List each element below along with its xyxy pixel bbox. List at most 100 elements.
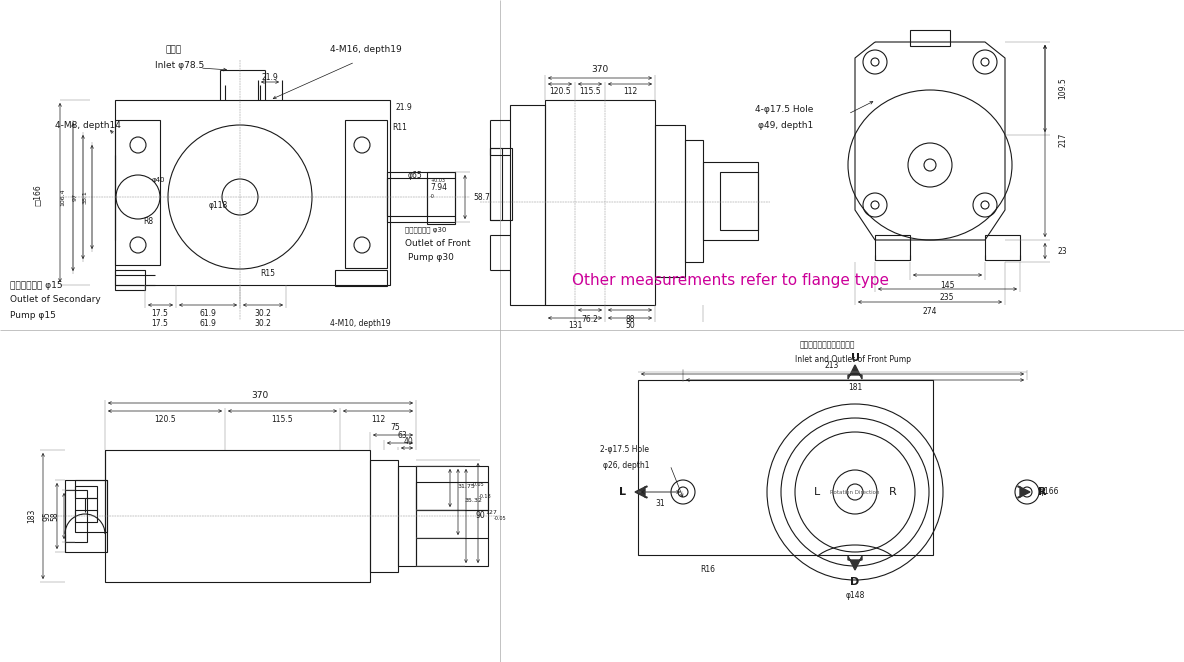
Text: 2-φ17.5 Hole: 2-φ17.5 Hole <box>600 446 649 455</box>
Bar <box>65 490 86 542</box>
Text: 30.2: 30.2 <box>255 308 271 318</box>
Text: φ148: φ148 <box>845 591 864 600</box>
Text: □166: □166 <box>33 184 43 206</box>
Bar <box>703 162 758 240</box>
Text: U: U <box>850 353 860 363</box>
Text: Other measurements refer to flange type: Other measurements refer to flange type <box>572 273 888 287</box>
Text: R: R <box>1037 487 1047 497</box>
Bar <box>510 105 545 305</box>
Bar <box>720 172 758 230</box>
Text: 115.5: 115.5 <box>271 414 292 424</box>
Text: D: D <box>850 577 860 587</box>
Text: φ26, depth1: φ26, depth1 <box>603 461 650 469</box>
Text: 109.5: 109.5 <box>1058 77 1067 99</box>
Text: R16: R16 <box>700 565 715 575</box>
Text: φ65: φ65 <box>408 171 423 179</box>
Text: 30.2: 30.2 <box>255 318 271 328</box>
FancyArrow shape <box>848 556 862 570</box>
Bar <box>387 172 455 222</box>
Text: Pump φ15: Pump φ15 <box>9 310 56 320</box>
Text: 115.5: 115.5 <box>579 87 600 97</box>
Text: 181: 181 <box>848 383 862 391</box>
Bar <box>875 235 910 260</box>
Text: 217: 217 <box>1058 133 1067 147</box>
Text: 23: 23 <box>1058 246 1068 256</box>
Bar <box>398 466 416 566</box>
Text: 61.9: 61.9 <box>200 318 217 328</box>
Text: 21.9: 21.9 <box>262 73 278 81</box>
Text: 7.94: 7.94 <box>430 183 448 193</box>
Bar <box>686 140 703 262</box>
Bar <box>490 148 502 220</box>
Bar <box>655 125 686 277</box>
Bar <box>115 270 144 290</box>
Bar <box>369 460 398 572</box>
Text: Inlet φ78.5: Inlet φ78.5 <box>155 60 205 70</box>
Bar <box>335 270 387 286</box>
Text: 17.5: 17.5 <box>152 308 168 318</box>
Text: R11: R11 <box>392 124 407 132</box>
Text: 前泵浦入油口和出油口方向: 前泵浦入油口和出油口方向 <box>800 340 856 350</box>
Text: 75: 75 <box>390 424 400 432</box>
Text: 183: 183 <box>27 509 37 523</box>
Text: 21.9: 21.9 <box>395 103 412 113</box>
Text: 112: 112 <box>623 87 637 97</box>
Text: 58.7: 58.7 <box>472 193 490 201</box>
Bar <box>345 120 387 268</box>
FancyArrow shape <box>1018 486 1030 498</box>
Text: 120.5: 120.5 <box>549 87 571 97</box>
Text: R8: R8 <box>143 218 153 226</box>
Bar <box>65 480 107 552</box>
Text: 61.9: 61.9 <box>200 308 217 318</box>
FancyArrow shape <box>635 486 646 498</box>
Text: -0: -0 <box>430 193 435 199</box>
Text: 58: 58 <box>51 511 59 521</box>
Text: 4-M16, depth19: 4-M16, depth19 <box>330 46 401 54</box>
Bar <box>115 120 160 265</box>
Bar <box>490 148 511 220</box>
Text: R: R <box>889 487 896 497</box>
Text: 50: 50 <box>625 322 635 330</box>
Text: 4-M8, depth14: 4-M8, depth14 <box>54 120 121 130</box>
Text: 40: 40 <box>404 436 414 446</box>
Text: φ166: φ166 <box>1040 487 1060 496</box>
Text: φ118: φ118 <box>208 201 227 209</box>
Text: -0.18: -0.18 <box>480 495 491 500</box>
Text: 127: 127 <box>485 510 497 514</box>
Text: 31: 31 <box>655 498 664 508</box>
Bar <box>115 100 390 285</box>
Text: 370: 370 <box>251 391 269 399</box>
Text: 38.1: 38.1 <box>83 190 88 204</box>
Text: R15: R15 <box>260 269 276 277</box>
Text: Pump φ30: Pump φ30 <box>408 254 453 263</box>
Text: -0.05: -0.05 <box>472 481 484 487</box>
Bar <box>985 235 1019 260</box>
Text: Outlet of Secondary: Outlet of Secondary <box>9 295 101 305</box>
Text: 370: 370 <box>591 66 609 75</box>
Bar <box>75 486 97 498</box>
Bar <box>545 100 655 305</box>
Bar <box>387 178 427 216</box>
Bar <box>427 172 455 224</box>
Bar <box>638 380 933 555</box>
Text: 4-φ17.5 Hole: 4-φ17.5 Hole <box>755 105 813 115</box>
Text: φ49, depth1: φ49, depth1 <box>758 120 813 130</box>
Text: 前泵浦出油口 φ30: 前泵浦出油口 φ30 <box>405 226 446 233</box>
Text: Inlet and Outlet of Front Pump: Inlet and Outlet of Front Pump <box>794 355 910 365</box>
Text: 274: 274 <box>922 307 938 316</box>
Text: 4-M10, depth19: 4-M10, depth19 <box>330 318 391 328</box>
Text: 76.2: 76.2 <box>581 316 598 324</box>
Text: 17.5: 17.5 <box>152 318 168 328</box>
Text: 145: 145 <box>940 281 954 289</box>
Text: 63: 63 <box>397 432 407 440</box>
Text: 120.5: 120.5 <box>154 414 175 424</box>
Bar <box>75 510 97 522</box>
Text: 後泵浦出油口 φ15: 後泵浦出油口 φ15 <box>9 281 63 289</box>
Bar <box>416 466 488 566</box>
Text: 88: 88 <box>625 316 635 324</box>
Text: 95: 95 <box>43 511 51 521</box>
Text: φ40: φ40 <box>152 177 165 183</box>
FancyArrow shape <box>848 365 862 379</box>
Text: L: L <box>619 487 626 497</box>
Text: 90: 90 <box>475 510 484 520</box>
